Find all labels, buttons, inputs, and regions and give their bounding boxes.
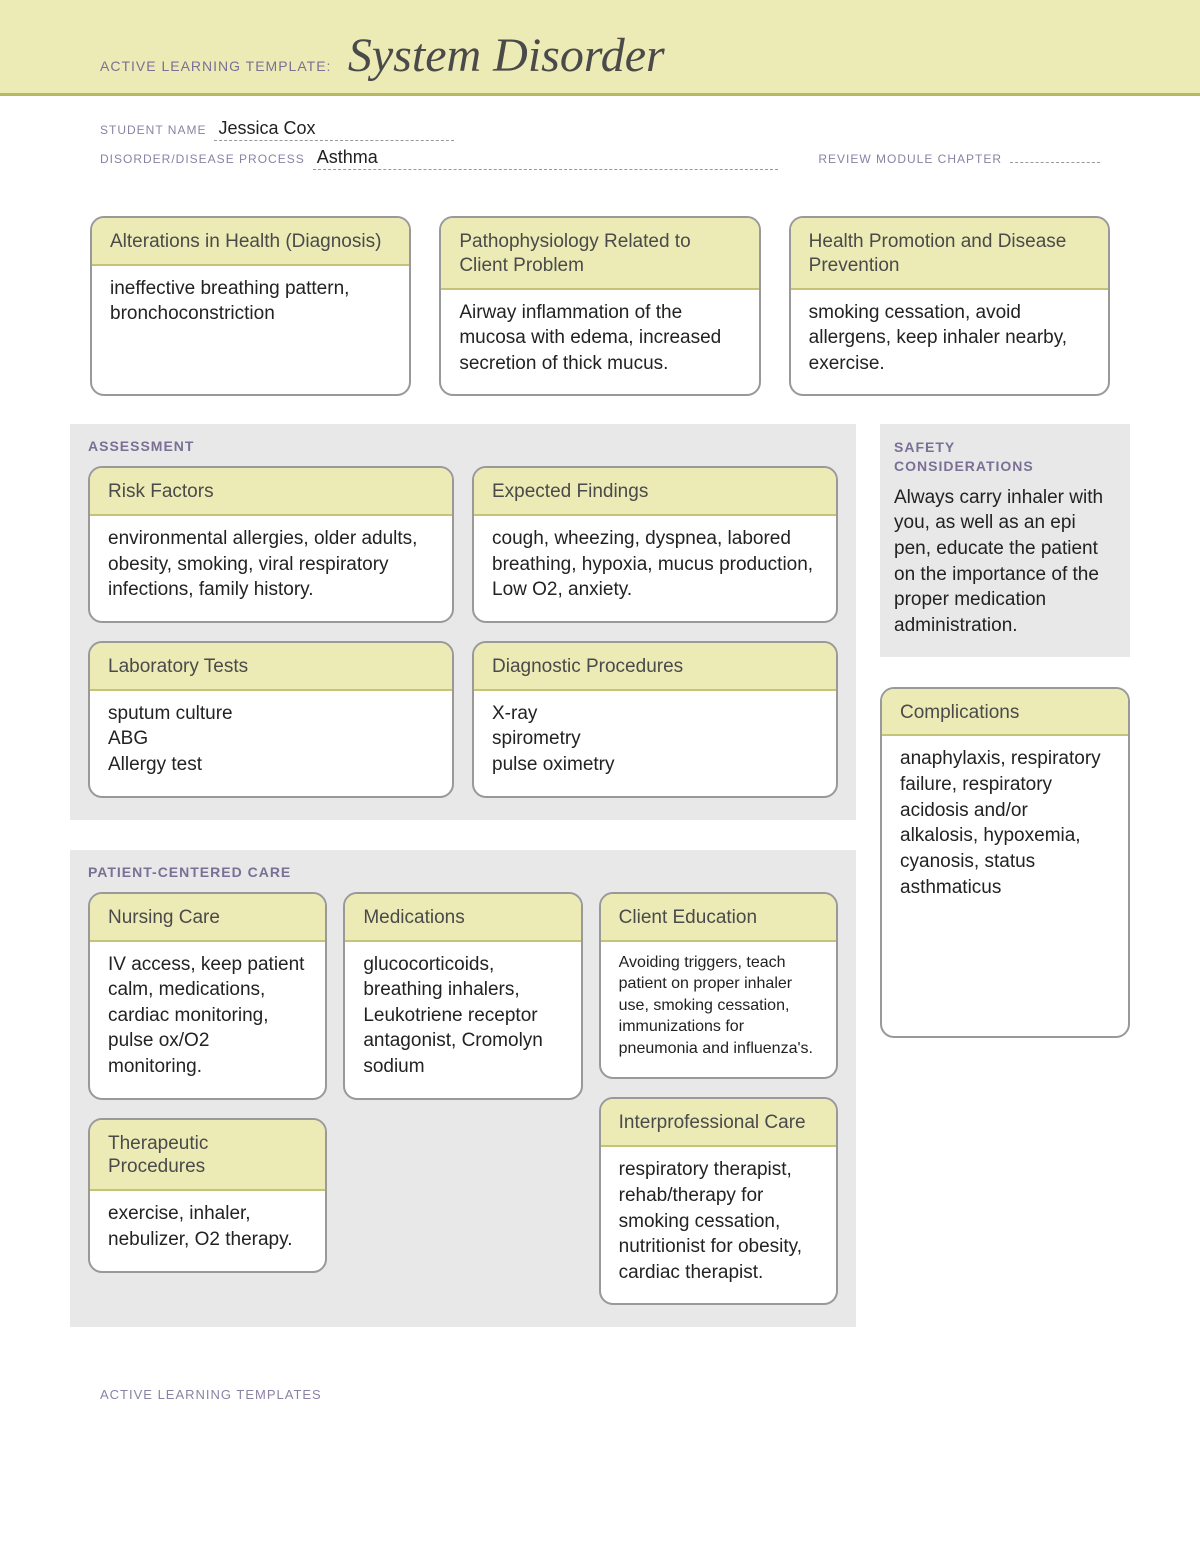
card-title: Expected Findings xyxy=(474,468,836,516)
card-pathophysiology: Pathophysiology Related to Client Proble… xyxy=(439,216,760,396)
assessment-grid: Risk Factors environmental allergies, ol… xyxy=(88,466,838,797)
card-medications: Medications glucocorticoids, breathing i… xyxy=(343,892,582,1100)
top-row: Alterations in Health (Diagnosis) ineffe… xyxy=(70,216,1130,396)
page-header: ACTIVE LEARNING TEMPLATE: System Disorde… xyxy=(0,0,1200,96)
student-name: Jessica Cox xyxy=(214,118,454,141)
card-title: Risk Factors xyxy=(90,468,452,516)
card-body: sputum culture ABG Allergy test xyxy=(90,691,452,796)
card-body: Avoiding triggers, teach patient on prop… xyxy=(601,942,836,1078)
card-body: glucocorticoids, breathing inhalers, Leu… xyxy=(345,942,580,1098)
card-body: Airway inflammation of the mucosa with e… xyxy=(441,290,758,395)
disorder-label: DISORDER/DISEASE PROCESS xyxy=(100,152,305,166)
card-title: Nursing Care xyxy=(90,894,325,942)
assessment-section: ASSESSMENT Risk Factors environmental al… xyxy=(70,424,856,819)
card-title: Therapeutic Procedures xyxy=(90,1120,325,1192)
card-body: IV access, keep patient calm, medication… xyxy=(90,942,325,1098)
card-title: Interprofessional Care xyxy=(601,1099,836,1147)
card-title: Pathophysiology Related to Client Proble… xyxy=(441,218,758,290)
page-footer: ACTIVE LEARNING TEMPLATES xyxy=(0,1347,1200,1462)
card-title: Health Promotion and Disease Prevention xyxy=(791,218,1108,290)
card-lab-tests: Laboratory Tests sputum culture ABG Alle… xyxy=(88,641,454,798)
card-title: Client Education xyxy=(601,894,836,942)
student-row: STUDENT NAME Jessica Cox xyxy=(100,118,1100,141)
safety-section: SAFETY CONSIDERATIONS Always carry inhal… xyxy=(880,424,1130,656)
card-body: ineffective breathing pattern, bronchoco… xyxy=(92,266,409,345)
card-body: anaphylaxis, respiratory failure, respir… xyxy=(882,736,1128,1036)
card-interprofessional-care: Interprofessional Care respiratory thera… xyxy=(599,1097,838,1305)
card-title: Medications xyxy=(345,894,580,942)
card-body: respiratory therapist, rehab/therapy for… xyxy=(601,1147,836,1303)
card-title: Alterations in Health (Diagnosis) xyxy=(92,218,409,266)
review-value xyxy=(1010,161,1100,163)
card-alterations: Alterations in Health (Diagnosis) ineffe… xyxy=(90,216,411,396)
card-title: Laboratory Tests xyxy=(90,643,452,691)
content-area: Alterations in Health (Diagnosis) ineffe… xyxy=(0,186,1200,1347)
student-label: STUDENT NAME xyxy=(100,123,206,137)
pcc-section: PATIENT-CENTERED CARE Nursing Care IV ac… xyxy=(70,850,856,1328)
card-expected-findings: Expected Findings cough, wheezing, dyspn… xyxy=(472,466,838,623)
card-risk-factors: Risk Factors environmental allergies, ol… xyxy=(88,466,454,623)
page-title: System Disorder xyxy=(348,29,665,82)
left-stack: ASSESSMENT Risk Factors environmental al… xyxy=(70,424,856,1327)
header-prefix: ACTIVE LEARNING TEMPLATE: xyxy=(100,58,331,74)
safety-body: Always carry inhaler with you, as well a… xyxy=(894,485,1116,639)
pcc-col-1: Nursing Care IV access, keep patient cal… xyxy=(88,892,327,1306)
review-label: REVIEW MODULE CHAPTER xyxy=(818,152,1002,166)
card-title: Complications xyxy=(882,689,1128,737)
disorder-value: Asthma xyxy=(313,147,779,170)
card-client-education: Client Education Avoiding triggers, teac… xyxy=(599,892,838,1080)
card-nursing-care: Nursing Care IV access, keep patient cal… xyxy=(88,892,327,1100)
card-health-promotion: Health Promotion and Disease Prevention … xyxy=(789,216,1110,396)
pcc-col-2: Medications glucocorticoids, breathing i… xyxy=(343,892,582,1306)
card-therapeutic-procedures: Therapeutic Procedures exercise, inhaler… xyxy=(88,1118,327,1273)
card-complications: Complications anaphylaxis, respiratory f… xyxy=(880,687,1130,1039)
card-body: environmental allergies, older adults, o… xyxy=(90,516,452,621)
section-title: ASSESSMENT xyxy=(88,438,838,454)
meta-block: STUDENT NAME Jessica Cox DISORDER/DISEAS… xyxy=(0,96,1200,186)
card-body: cough, wheezing, dyspnea, labored breath… xyxy=(474,516,836,621)
card-diagnostic-procedures: Diagnostic Procedures X-ray spirometry p… xyxy=(472,641,838,798)
two-col-area: ASSESSMENT Risk Factors environmental al… xyxy=(70,424,1130,1327)
card-body: exercise, inhaler, nebulizer, O2 therapy… xyxy=(90,1191,325,1270)
section-title: PATIENT-CENTERED CARE xyxy=(88,864,838,880)
card-title: Diagnostic Procedures xyxy=(474,643,836,691)
card-body: X-ray spirometry pulse oximetry xyxy=(474,691,836,796)
card-body: smoking cessation, avoid allergens, keep… xyxy=(791,290,1108,395)
right-stack: SAFETY CONSIDERATIONS Always carry inhal… xyxy=(880,424,1130,1038)
disorder-row: DISORDER/DISEASE PROCESS Asthma REVIEW M… xyxy=(100,147,1100,170)
pcc-grid: Nursing Care IV access, keep patient cal… xyxy=(88,892,838,1306)
pcc-col-3: Client Education Avoiding triggers, teac… xyxy=(599,892,838,1306)
section-title: SAFETY CONSIDERATIONS xyxy=(894,438,1116,474)
